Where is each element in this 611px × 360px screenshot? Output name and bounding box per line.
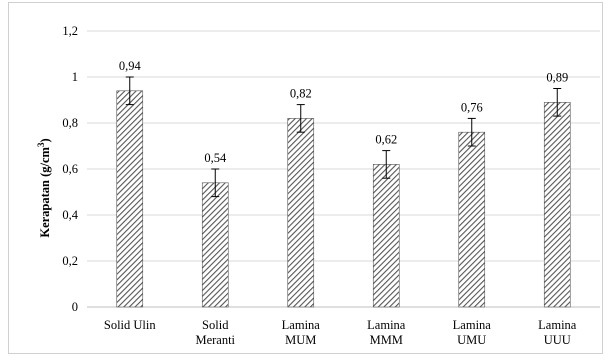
y-tick-label: 0,4	[62, 208, 78, 222]
category-label: Lamina	[367, 318, 406, 332]
error-bar	[553, 88, 562, 117]
y-axis-title-superscript: 3	[36, 142, 46, 147]
category-label: Solid Ulin	[104, 318, 156, 332]
y-tick-label: 0,2	[62, 254, 78, 268]
bar	[372, 164, 400, 308]
category-label: MMM	[370, 333, 403, 347]
y-axis-title: Kerapatan (g/cm3)	[36, 138, 52, 237]
bar	[201, 182, 229, 308]
bar	[458, 131, 486, 308]
category-label: Meranti	[195, 333, 235, 347]
category-label: Solid	[202, 318, 229, 332]
category-label: UUU	[544, 333, 571, 347]
error-bar	[467, 117, 476, 147]
data-label: 0,82	[290, 87, 312, 101]
data-label: 0,89	[546, 71, 568, 85]
bar	[287, 118, 315, 308]
gridlines	[87, 30, 600, 308]
error-bar	[211, 168, 220, 198]
data-label: 0,54	[204, 151, 227, 165]
y-axis-title-text: Kerapatan (g/cm	[38, 146, 52, 237]
y-tick-label: 0	[72, 300, 78, 314]
bars	[116, 90, 571, 308]
bar	[116, 90, 144, 308]
error-bar	[382, 150, 391, 179]
data-label: 0,76	[461, 100, 483, 114]
error-bars	[125, 76, 562, 198]
y-tick-label: 1	[72, 70, 78, 84]
category-labels: Solid Ulin SolidMerantiLaminaMUMLaminaMMM…	[104, 318, 577, 347]
category-label: Lamina	[282, 318, 321, 332]
data-labels: 0,94 0,54 0,82 0,62 0,76 0,89	[119, 59, 568, 165]
y-tick-labels: 0 0,2 0,4 0,6 0,8 1 1,2	[62, 24, 78, 314]
category-label: MUM	[285, 333, 316, 347]
category-label: UMU	[457, 333, 486, 347]
data-label: 0,94	[119, 59, 142, 73]
y-tick-label: 0,6	[62, 162, 78, 176]
y-tick-label: 1,2	[62, 24, 78, 38]
y-tick-label: 0,8	[62, 116, 78, 130]
error-bar	[296, 104, 305, 133]
category-label: Lamina	[538, 318, 577, 332]
bar	[543, 102, 571, 308]
data-label: 0,62	[375, 133, 397, 147]
category-label: Lamina	[453, 318, 492, 332]
y-axis-title-close: )	[38, 138, 52, 142]
error-bar	[125, 76, 134, 106]
